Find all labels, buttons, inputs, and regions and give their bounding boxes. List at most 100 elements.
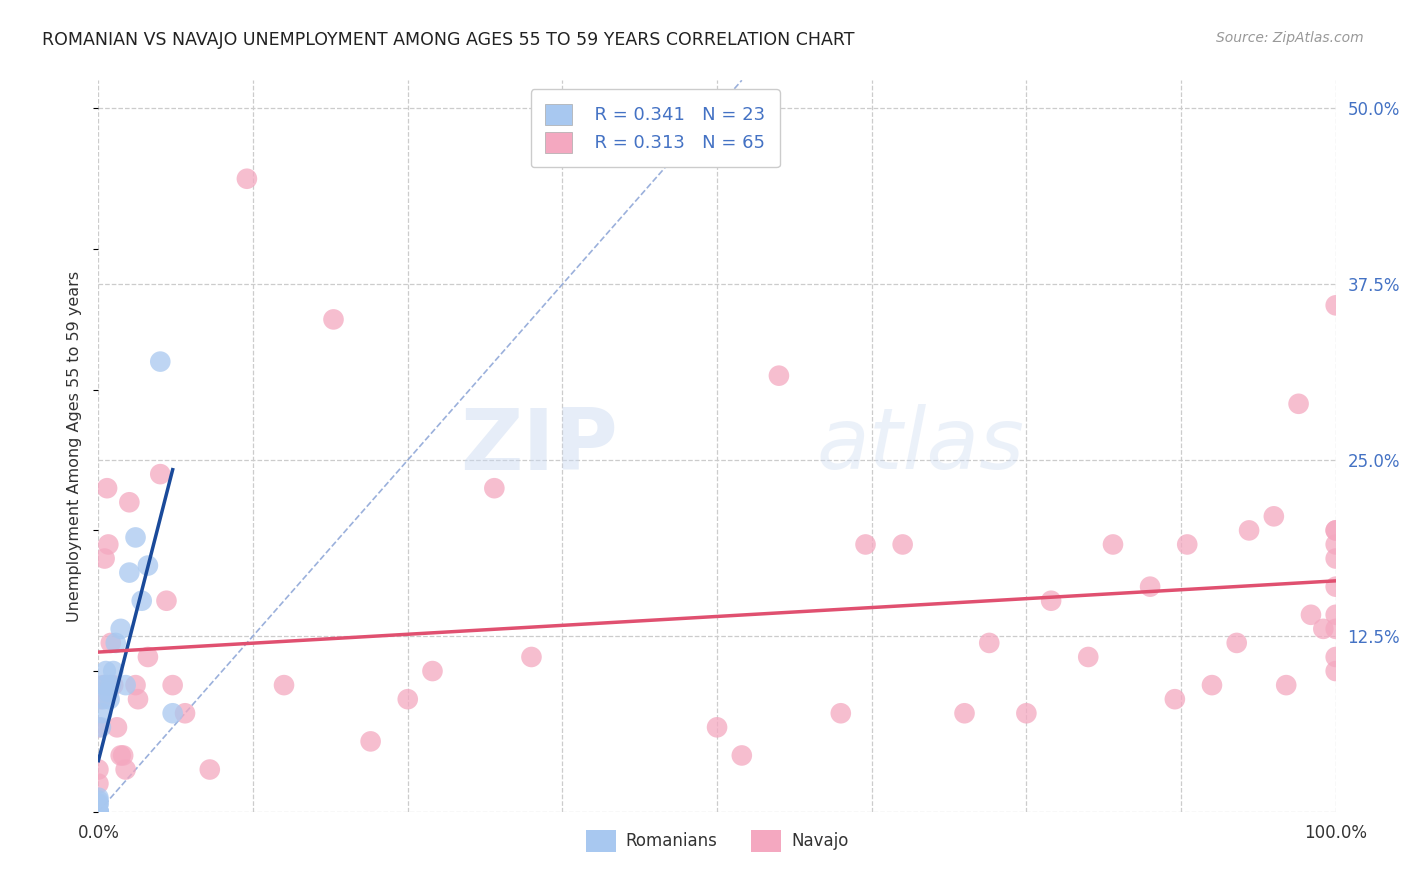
Point	[1324, 607, 1347, 622]
Point	[87, 720, 110, 734]
Point	[87, 797, 110, 811]
Point	[94, 664, 117, 678]
Point	[1288, 397, 1310, 411]
Point	[87, 805, 110, 819]
Point	[979, 636, 1001, 650]
Point	[422, 664, 444, 678]
Legend: Romanians, Navajo: Romanians, Navajo	[579, 823, 855, 858]
Point	[1275, 678, 1298, 692]
Point	[1324, 524, 1347, 538]
Point	[124, 530, 146, 544]
Point	[87, 805, 110, 819]
Point	[520, 650, 543, 665]
Point	[87, 805, 110, 819]
Point	[136, 650, 159, 665]
Point	[1324, 664, 1347, 678]
Point	[105, 720, 128, 734]
Text: ZIP: ZIP	[460, 404, 619, 488]
Point	[114, 678, 136, 692]
Point	[1237, 524, 1260, 538]
Point	[1164, 692, 1187, 706]
Text: Source: ZipAtlas.com: Source: ZipAtlas.com	[1216, 31, 1364, 45]
Text: ROMANIAN VS NAVAJO UNEMPLOYMENT AMONG AGES 55 TO 59 YEARS CORRELATION CHART: ROMANIAN VS NAVAJO UNEMPLOYMENT AMONG AG…	[42, 31, 855, 49]
Point	[1077, 650, 1099, 665]
Point	[131, 593, 153, 607]
Point	[110, 748, 132, 763]
Point	[236, 171, 259, 186]
Point	[87, 776, 110, 790]
Point	[1201, 678, 1223, 692]
Point	[103, 664, 125, 678]
Point	[830, 706, 852, 721]
Point	[155, 593, 177, 607]
Point	[1226, 636, 1249, 650]
Point	[1015, 706, 1038, 721]
Point	[100, 678, 122, 692]
Point	[127, 692, 149, 706]
Point	[1324, 580, 1347, 594]
Point	[87, 797, 110, 812]
Point	[1175, 537, 1198, 551]
Point	[1139, 580, 1161, 594]
Point	[103, 678, 125, 692]
Point	[112, 748, 135, 763]
Point	[124, 678, 146, 692]
Point	[891, 537, 914, 551]
Point	[87, 805, 110, 819]
Point	[136, 558, 159, 573]
Point	[1312, 622, 1334, 636]
Point	[96, 678, 118, 692]
Point	[93, 678, 115, 692]
Point	[768, 368, 790, 383]
Point	[731, 748, 754, 763]
Point	[93, 678, 115, 692]
Point	[396, 692, 419, 706]
Point	[198, 763, 221, 777]
Point	[100, 678, 122, 692]
Point	[114, 763, 136, 777]
Point	[87, 763, 110, 777]
Point	[174, 706, 197, 721]
Point	[1263, 509, 1285, 524]
Point	[96, 481, 118, 495]
Point	[87, 790, 110, 805]
Point	[149, 354, 172, 368]
Point	[118, 495, 141, 509]
Point	[97, 685, 120, 699]
Point	[1324, 551, 1347, 566]
Y-axis label: Unemployment Among Ages 55 to 59 years: Unemployment Among Ages 55 to 59 years	[67, 270, 83, 622]
Point	[162, 678, 184, 692]
Point	[93, 551, 115, 566]
Point	[118, 566, 141, 580]
Point	[100, 636, 122, 650]
Point	[90, 720, 112, 734]
Point	[1040, 593, 1063, 607]
Point	[1324, 298, 1347, 312]
Point	[1324, 524, 1347, 538]
Point	[162, 706, 184, 721]
Point	[87, 793, 110, 807]
Point	[87, 805, 110, 819]
Point	[953, 706, 976, 721]
Point	[855, 537, 877, 551]
Point	[93, 692, 115, 706]
Point	[110, 622, 132, 636]
Point	[87, 805, 110, 819]
Point	[273, 678, 295, 692]
Point	[91, 706, 114, 721]
Point	[98, 692, 121, 706]
Point	[97, 537, 120, 551]
Point	[1102, 537, 1125, 551]
Point	[90, 692, 112, 706]
Point	[360, 734, 382, 748]
Point	[1324, 622, 1347, 636]
Text: atlas: atlas	[815, 404, 1024, 488]
Point	[1324, 537, 1347, 551]
Point	[484, 481, 506, 495]
Point	[149, 467, 172, 482]
Point	[1299, 607, 1322, 622]
Point	[706, 720, 728, 734]
Point	[322, 312, 344, 326]
Point	[104, 636, 127, 650]
Point	[1324, 650, 1347, 665]
